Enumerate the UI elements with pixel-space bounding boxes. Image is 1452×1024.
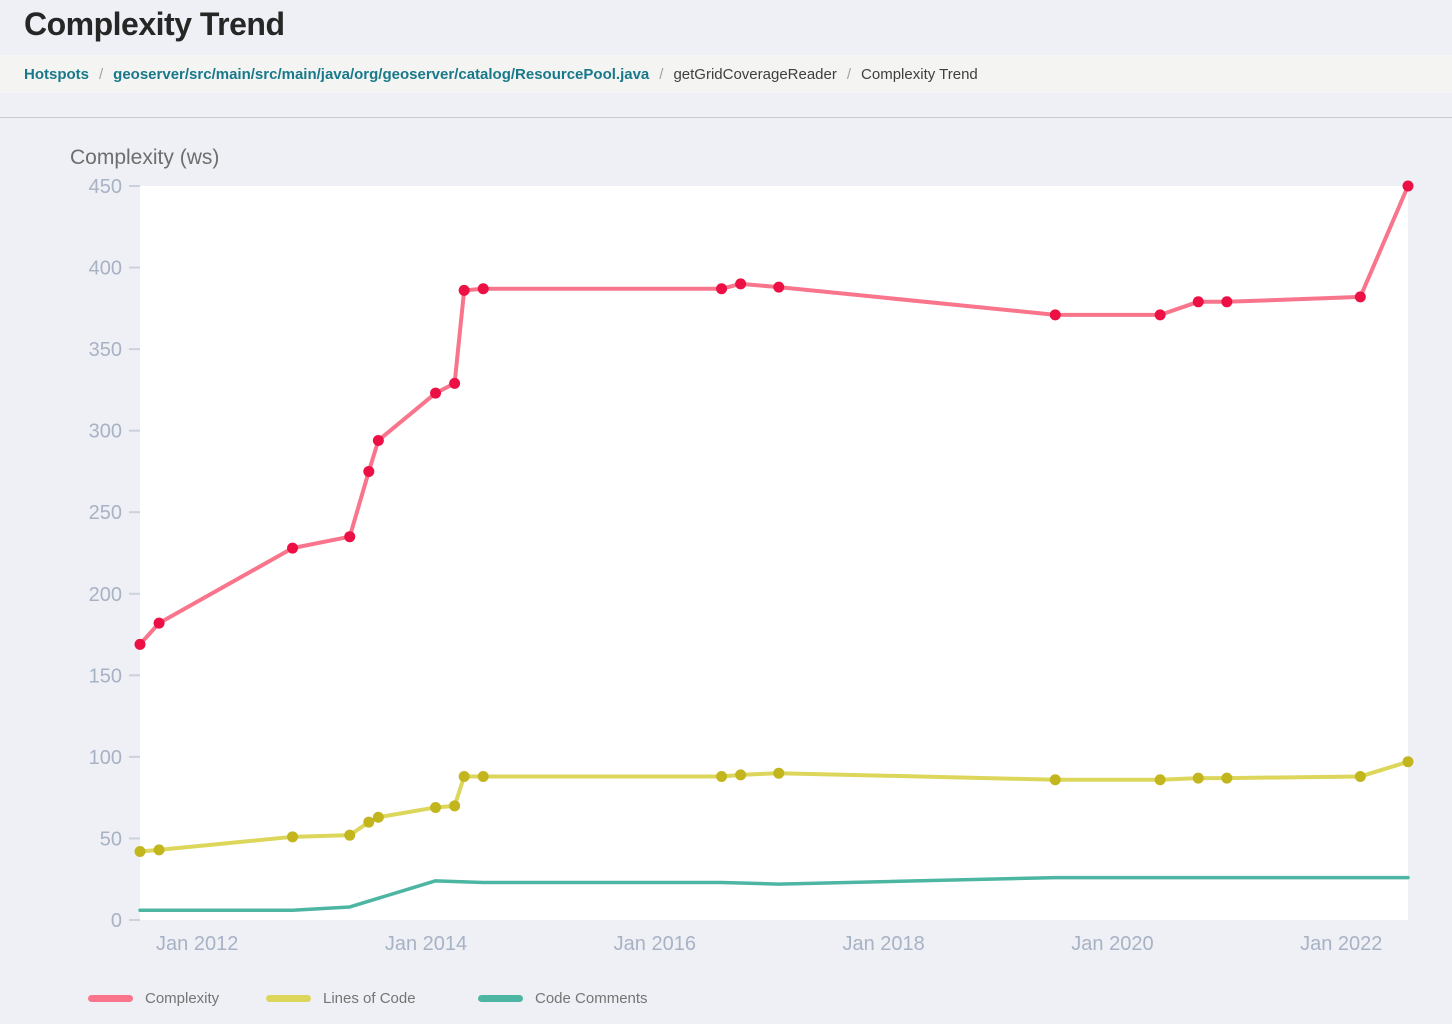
- data-point-lines-of-code[interactable]: [372, 811, 384, 823]
- data-point-complexity[interactable]: [344, 531, 356, 543]
- data-point-lines-of-code[interactable]: [1192, 772, 1204, 784]
- data-point-complexity[interactable]: [458, 284, 470, 296]
- data-point-complexity[interactable]: [1354, 291, 1366, 303]
- series-line-code-comments: [138, 875, 1410, 912]
- breadcrumb: Hotspots / geoserver/src/main/src/main/j…: [0, 55, 1452, 93]
- y-axis-label: 150: [89, 665, 122, 687]
- legend-swatch-code-comments: [478, 995, 523, 1002]
- data-point-lines-of-code[interactable]: [430, 801, 442, 813]
- legend-label: Complexity: [145, 990, 220, 1007]
- chart-title: Complexity (ws): [70, 146, 220, 169]
- data-point-complexity[interactable]: [153, 617, 165, 629]
- y-axis-label: 100: [89, 747, 122, 769]
- data-point-complexity[interactable]: [1154, 309, 1166, 321]
- breadcrumb-separator: /: [99, 65, 104, 83]
- data-point-lines-of-code[interactable]: [477, 770, 489, 782]
- legend-label: Code Comments: [535, 990, 648, 1007]
- y-axis-label: 350: [89, 339, 122, 361]
- chart-legend: Complexity Lines of Code Code Comments: [0, 990, 1452, 1020]
- data-point-complexity[interactable]: [773, 281, 785, 293]
- data-point-complexity[interactable]: [287, 542, 299, 554]
- breadcrumb-link-file-path[interactable]: geoserver/src/main/src/main/java/org/geo…: [113, 65, 650, 83]
- x-axis-label: Jan 2018: [842, 933, 924, 955]
- x-axis-label: Jan 2020: [1071, 933, 1153, 955]
- data-point-complexity[interactable]: [1192, 296, 1204, 308]
- data-point-complexity[interactable]: [1221, 296, 1233, 308]
- data-point-complexity[interactable]: [430, 387, 442, 399]
- data-point-complexity[interactable]: [372, 434, 384, 446]
- plot-area: [140, 186, 1408, 920]
- data-point-lines-of-code[interactable]: [773, 767, 785, 779]
- breadcrumb-item-function: getGridCoverageReader: [673, 65, 837, 83]
- data-point-complexity[interactable]: [716, 283, 728, 295]
- x-axis-label: Jan 2012: [156, 933, 238, 955]
- data-point-lines-of-code[interactable]: [458, 770, 470, 782]
- chart-area: Complexity (ws) 0 50 100 150 200 250 300 350 400…: [0, 118, 1452, 1024]
- legend-swatch-complexity: [88, 995, 133, 1002]
- data-point-lines-of-code[interactable]: [153, 844, 165, 856]
- x-axis-label: Jan 2014: [385, 933, 467, 955]
- legend-item-complexity[interactable]: Complexity: [88, 990, 219, 1007]
- legend-swatch-lines-of-code: [266, 995, 311, 1002]
- breadcrumb-separator: /: [846, 65, 852, 83]
- breadcrumb-item-current: Complexity Trend: [861, 65, 978, 83]
- data-point-complexity[interactable]: [363, 465, 375, 477]
- data-point-lines-of-code[interactable]: [134, 845, 146, 857]
- complexity-trend-chart: 0 50 100 150 200 250 300 350 400 450 Jan 2012 Jan 2…: [89, 176, 1414, 955]
- data-point-lines-of-code[interactable]: [344, 829, 356, 841]
- legend-label: Lines of Code: [323, 990, 416, 1007]
- data-point-lines-of-code[interactable]: [287, 831, 299, 843]
- data-point-lines-of-code[interactable]: [363, 816, 375, 828]
- y-axis-label: 400: [89, 258, 122, 280]
- data-point-lines-of-code[interactable]: [716, 770, 728, 782]
- y-axis-label: 0: [111, 910, 122, 932]
- data-point-complexity[interactable]: [735, 278, 747, 290]
- data-point-lines-of-code[interactable]: [1049, 774, 1061, 786]
- y-axis-label: 450: [89, 176, 122, 198]
- page-title: Complexity Trend: [24, 6, 285, 42]
- data-point-lines-of-code[interactable]: [1354, 770, 1366, 782]
- y-axis-label: 200: [89, 584, 122, 606]
- y-axis-label: 250: [89, 502, 122, 524]
- x-axis-label: Jan 2016: [614, 933, 696, 955]
- breadcrumb-link-hotspots[interactable]: Hotspots: [24, 65, 89, 83]
- data-point-complexity[interactable]: [1402, 180, 1414, 192]
- data-point-complexity[interactable]: [477, 283, 489, 295]
- data-point-complexity[interactable]: [134, 638, 146, 650]
- data-point-complexity[interactable]: [1049, 309, 1061, 321]
- legend-item-code-comments[interactable]: Code Comments: [478, 990, 648, 1007]
- data-point-lines-of-code[interactable]: [449, 800, 461, 812]
- legend-item-lines-of-code[interactable]: Lines of Code: [266, 990, 416, 1007]
- data-point-lines-of-code[interactable]: [1402, 756, 1414, 768]
- breadcrumb-separator: /: [659, 65, 664, 83]
- x-axis-label: Jan 2022: [1300, 933, 1382, 955]
- data-point-lines-of-code[interactable]: [1221, 772, 1233, 784]
- y-axis-label: 50: [100, 828, 122, 850]
- data-point-complexity[interactable]: [449, 377, 461, 389]
- header-divider: [0, 117, 1452, 118]
- y-axis-label: 300: [89, 421, 122, 443]
- data-point-lines-of-code[interactable]: [735, 769, 747, 781]
- data-point-lines-of-code[interactable]: [1154, 774, 1166, 786]
